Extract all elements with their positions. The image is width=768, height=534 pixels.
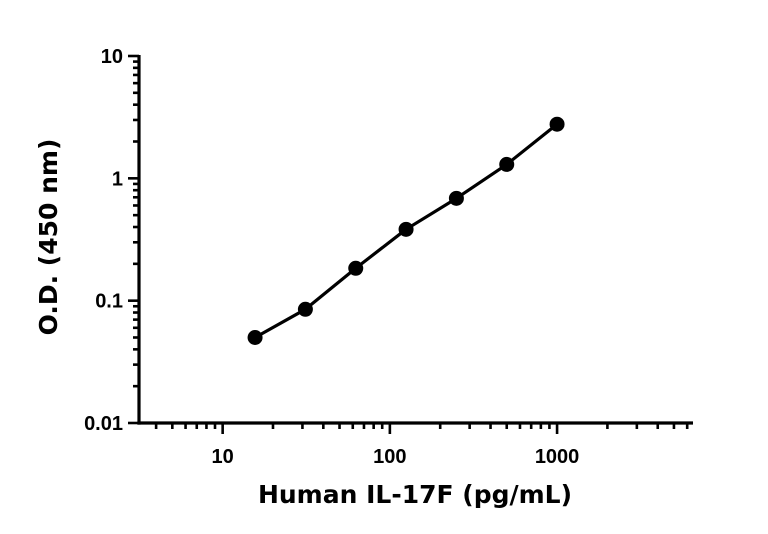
data-point [348, 260, 364, 276]
x-tick-label: 1000 [535, 446, 580, 468]
y-axis-title: O.D. (450 nm) [34, 139, 63, 336]
data-point [448, 190, 464, 206]
y-tick-label: 1 [112, 168, 123, 190]
x-tick-label: 10 [212, 446, 234, 468]
y-tick-label: 0.01 [84, 413, 123, 435]
data-point [549, 116, 565, 132]
x-tick-label: 100 [373, 446, 406, 468]
y-tick-label: 10 [101, 46, 123, 68]
x-axis-title: Human IL-17F (pg/mL) [258, 480, 572, 509]
data-point [398, 221, 414, 237]
data-point [247, 329, 263, 345]
data-point [297, 301, 313, 317]
data-point [499, 156, 515, 172]
axes: 0.01 0.1 1 10 10 100 1000 [84, 46, 693, 468]
y-tick-label: 0.1 [95, 291, 123, 313]
data-series [247, 116, 565, 345]
